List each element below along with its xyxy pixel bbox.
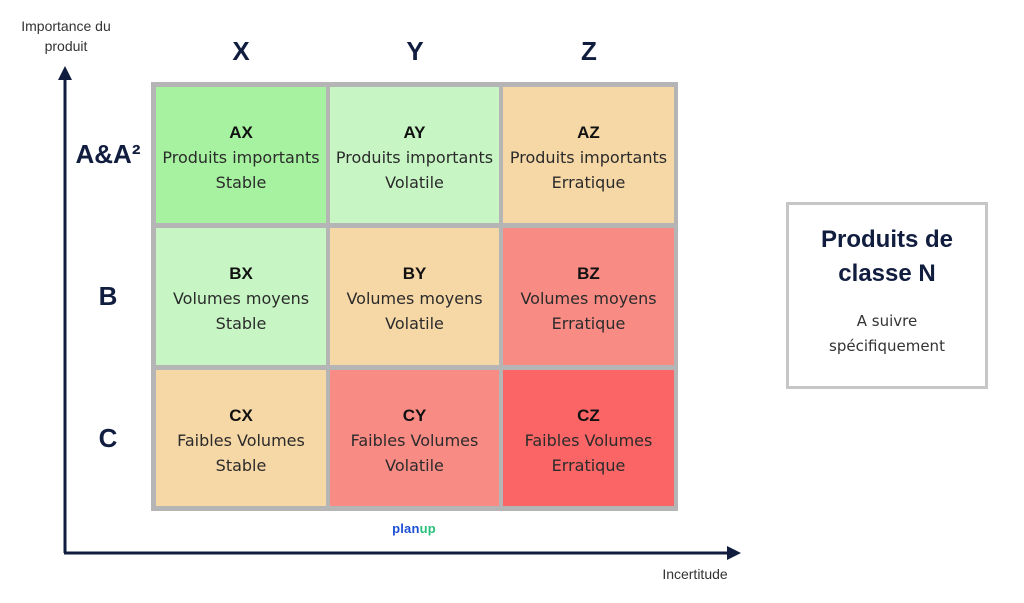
column-label-x: X (232, 36, 250, 66)
matrix-cell-bx: BX Volumes moyens Stable (156, 228, 326, 365)
cell-code: AX (229, 123, 253, 142)
matrix-cell-cx: CX Faibles Volumes Stable (156, 370, 326, 506)
cell-category: Volumes moyens (520, 289, 657, 308)
planup-logo: planup (384, 521, 444, 536)
column-label-z: Z (581, 36, 597, 66)
note-subtitle-line1: A suivre (856, 312, 918, 330)
cell-code: AY (403, 123, 426, 142)
x-axis-title: Incertitude (662, 566, 728, 582)
column-label-y: Y (406, 36, 424, 66)
note-subtitle: A suivre spécifiquement (789, 309, 985, 359)
x-axis-arrow-icon (727, 546, 741, 560)
cell-variability: Volatile (385, 173, 444, 192)
cell-code: CX (229, 406, 253, 425)
cell-category: Volumes moyens (172, 289, 310, 308)
matrix-cell-ay: AY Produits importants Volatile (330, 87, 499, 223)
y-axis-title: Importance du produit (21, 18, 111, 54)
matrix-cell-bz: BZ Volumes moyens Erratique (503, 228, 674, 365)
matrix-cell-cy: CY Faibles Volumes Volatile (330, 370, 499, 506)
cell-category: Faibles Volumes (524, 431, 653, 450)
cell-category: Produits importants (509, 148, 668, 167)
cell-code: BZ (577, 264, 600, 283)
cell-code: CZ (577, 406, 600, 425)
cell-variability: Volatile (385, 314, 444, 333)
cell-code: BY (402, 264, 427, 283)
cell-variability: Stable (215, 173, 267, 192)
note-subtitle-line2: spécifiquement (829, 337, 945, 355)
cell-category: Produits importants (335, 148, 494, 167)
logo-part-plan: plan (392, 521, 420, 536)
classification-matrix: AX Produits importants Stable AY Produits im… (151, 82, 678, 511)
matrix-cell-az: AZ Produits importants Erratique (503, 87, 674, 223)
matrix-cell-ax: AX Produits importants Stable (156, 87, 326, 223)
matrix-cell-by: BY Volumes moyens Volatile (330, 228, 499, 365)
cell-category: Faibles Volumes (177, 431, 305, 450)
y-axis-arrow-icon (58, 66, 72, 80)
cell-category: Volumes moyens (346, 289, 483, 308)
cell-variability: Erratique (551, 173, 626, 192)
note-title: Produits de classe N (820, 226, 953, 287)
cell-category: Faibles Volumes (350, 431, 479, 450)
logo-part-up: up (419, 521, 436, 536)
cell-variability: Stable (215, 456, 267, 475)
cell-variability: Erratique (551, 456, 626, 475)
cell-variability: Stable (215, 314, 267, 333)
cell-variability: Erratique (551, 314, 626, 333)
note-box: Produits de classe N A suivre spécifique… (786, 202, 988, 389)
cell-category: Produits importants (162, 148, 320, 167)
row-label-c: C (98, 423, 118, 453)
cell-code: BX (229, 264, 253, 283)
row-label-b: B (98, 281, 118, 311)
row-label-a: A&A² (75, 139, 141, 169)
cell-code: AZ (577, 123, 600, 142)
matrix-cell-cz: CZ Faibles Volumes Erratique (503, 370, 674, 506)
cell-variability: Volatile (385, 456, 444, 475)
cell-code: CY (402, 406, 427, 425)
